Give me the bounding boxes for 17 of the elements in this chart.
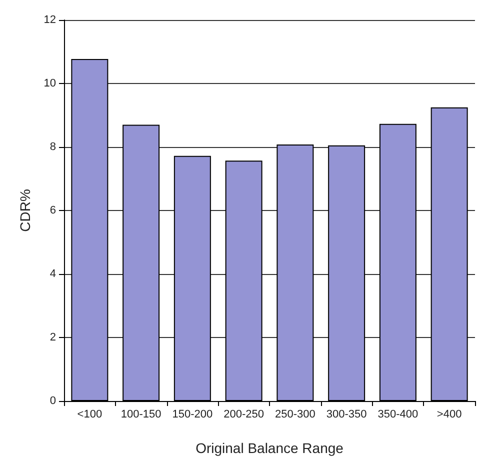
x-tick-label: >400 [436,408,462,420]
x-tick-label: 350-400 [378,408,418,420]
y-tick-label: 10 [44,78,56,90]
y-tick-label: 0 [50,395,56,407]
x-tick-label: 300-350 [326,408,367,420]
y-tick-label: 12 [44,14,56,26]
y-tick-label: 2 [50,332,56,344]
x-tick-label: 100-150 [120,408,162,420]
x-tick-label: 250-300 [275,408,316,420]
y-axis-title: CDR% [17,189,33,232]
x-axis-title: Original Balance Range [196,440,344,456]
y-tick-label: 8 [50,141,56,153]
x-tick-label: <100 [77,408,102,420]
y-tick-label: 4 [50,268,56,280]
x-tick-label: 150-200 [172,408,213,420]
y-tick-label: 6 [50,204,56,216]
x-tick-label: 200-250 [224,408,264,420]
